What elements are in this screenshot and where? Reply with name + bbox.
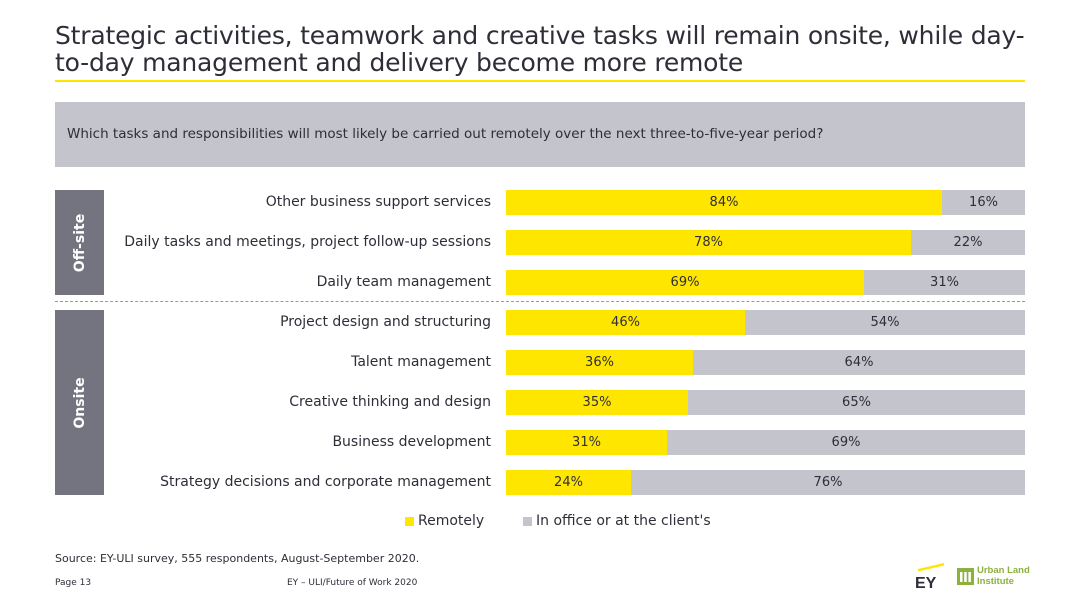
- bar-remotely: [506, 310, 745, 335]
- ey-logo-text: EY: [915, 575, 937, 589]
- bar-in-office: [667, 430, 1025, 455]
- bar-label-remotely: 78%: [694, 235, 723, 250]
- category-label: Creative thinking and design: [289, 394, 491, 410]
- source-note: Source: EY-ULI survey, 555 respondents, …: [55, 552, 420, 565]
- bar-label-remotely: 24%: [554, 475, 583, 490]
- bar-label-in-office: 65%: [842, 395, 871, 410]
- bar-label-in-office: 16%: [969, 195, 998, 210]
- bar-in-office: [911, 230, 1025, 255]
- category-label: Daily tasks and meetings, project follow…: [124, 234, 491, 250]
- uli-logo: Urban Land Institute: [957, 565, 1030, 590]
- footer-publication: EY – ULI/Future of Work 2020: [287, 578, 418, 588]
- legend-label-office: In office or at the client's: [536, 513, 711, 529]
- question-text: Which tasks and responsibilities will mo…: [67, 126, 824, 142]
- category-label: Talent management: [351, 354, 491, 370]
- offsite-group-block: Off-site: [55, 190, 104, 295]
- bar-in-office: [688, 390, 1025, 415]
- bar-label-remotely: 36%: [585, 355, 614, 370]
- group-separator: [55, 301, 1025, 302]
- bar-remotely: [506, 390, 688, 415]
- bar-label-in-office: 54%: [870, 315, 900, 330]
- uli-logo-text: Urban Land Institute: [977, 565, 1030, 587]
- ey-logo: EY: [912, 563, 946, 592]
- bar-label-remotely: 46%: [611, 315, 640, 330]
- offsite-group-label: Off-site: [71, 213, 88, 272]
- bar-remotely: [506, 350, 693, 375]
- title-underline: [55, 80, 1025, 82]
- legend-label-remotely: Remotely: [418, 513, 485, 529]
- bar-remotely: [506, 470, 631, 495]
- bar-remotely: [506, 190, 942, 215]
- ey-logo-mark: EY: [915, 563, 944, 592]
- onsite-group-label: Onsite: [71, 376, 88, 429]
- bar-remotely: [506, 230, 911, 255]
- bar-label-remotely: 31%: [572, 435, 601, 450]
- bar-label-in-office: 64%: [844, 355, 874, 370]
- page-number: Page 13: [55, 578, 92, 588]
- bar-label-in-office: 22%: [953, 235, 983, 250]
- bar-remotely: [506, 430, 667, 455]
- bar-label-in-office: 69%: [831, 435, 861, 450]
- legend-item-office: In office or at the client's: [523, 513, 711, 529]
- legend-item-remotely: Remotely: [405, 513, 484, 529]
- chart-legend: Remotely In office or at the client's: [0, 513, 1080, 533]
- legend-swatch-office: [523, 516, 532, 526]
- onsite-group-block: Onsite: [55, 310, 104, 495]
- bar-in-office: [745, 310, 1025, 335]
- uli-logo-mark: [957, 568, 974, 585]
- category-label: Business development: [332, 434, 491, 450]
- bar-in-office: [864, 270, 1025, 295]
- question-banner: Which tasks and responsibilities will mo…: [55, 102, 1025, 167]
- bar-label-in-office: 31%: [930, 275, 959, 290]
- bar-in-office: [942, 190, 1025, 215]
- page-title: Strategic activities, teamwork and creat…: [55, 21, 1025, 77]
- bar-label-remotely: 69%: [670, 275, 700, 290]
- bar-remotely: [506, 270, 864, 295]
- bar-label-remotely: 35%: [582, 395, 612, 410]
- bar-label-remotely: 84%: [709, 195, 739, 210]
- category-label: Strategy decisions and corporate managem…: [160, 474, 491, 490]
- bar-in-office: [693, 350, 1025, 375]
- legend-swatch-remotely: [405, 516, 414, 526]
- category-label: Project design and structuring: [280, 314, 491, 330]
- bar-in-office: [631, 470, 1025, 495]
- category-label: Daily team management: [316, 274, 491, 290]
- category-label: Other business support services: [265, 194, 491, 210]
- bar-label-in-office: 76%: [813, 475, 843, 490]
